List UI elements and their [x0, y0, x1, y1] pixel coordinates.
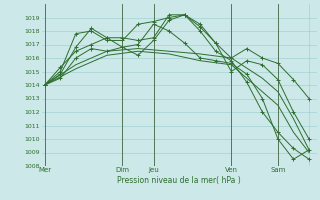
- X-axis label: Pression niveau de la mer( hPa ): Pression niveau de la mer( hPa ): [117, 176, 241, 185]
